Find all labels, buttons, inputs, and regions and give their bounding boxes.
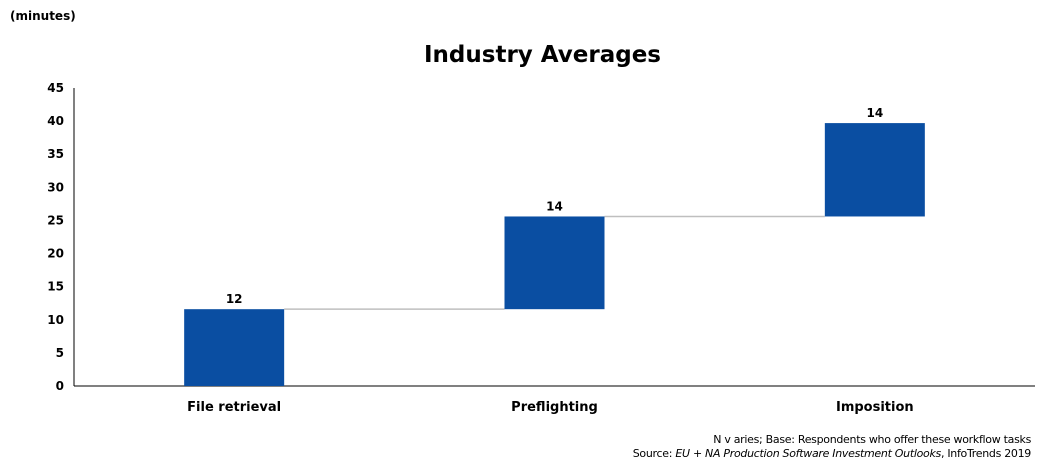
footnote-source: Source: EU + NA Production Software Inve…	[632, 447, 1032, 460]
x-tick-label: Preflighting	[511, 400, 598, 415]
y-tick-label: 30	[47, 180, 64, 194]
y-tick-label: 45	[47, 81, 64, 95]
x-tick-label: Imposition	[836, 400, 914, 415]
y-tick-label: 20	[47, 247, 64, 261]
chart-title: Industry Averages	[424, 42, 661, 68]
y-tick-label: 40	[47, 114, 64, 128]
bar	[504, 216, 605, 310]
y-tick-label: 5	[56, 346, 64, 360]
bars-group	[184, 123, 925, 386]
footnote-base: N v aries; Base: Respondents who offer t…	[713, 433, 1031, 446]
chart-axes: 0 5 10 15 20 25 30 35 40 45 File retrieval Prefligh…	[47, 81, 1035, 415]
y-tick-label: 0	[56, 379, 64, 393]
footnote-source-prefix: Source:	[632, 447, 676, 460]
data-label: 14	[546, 199, 563, 213]
y-tick-label: 25	[47, 213, 64, 227]
footnote-source-suffix: , InfoTrends 2019	[940, 447, 1031, 460]
connector-lines	[284, 215, 825, 310]
data-label: 14	[866, 106, 883, 120]
footnote-source-title: EU + NA Production Software Investment O…	[675, 447, 941, 460]
unit-label: (minutes)	[10, 9, 76, 23]
bar	[184, 309, 285, 386]
y-tick-label: 10	[47, 313, 64, 327]
labels-group: 12 14 14	[226, 106, 883, 306]
data-label: 12	[226, 292, 243, 306]
bar	[824, 123, 925, 217]
y-tick-label: 35	[47, 147, 64, 161]
x-tick-label: File retrieval	[187, 400, 281, 415]
y-tick-label: 15	[47, 280, 64, 294]
